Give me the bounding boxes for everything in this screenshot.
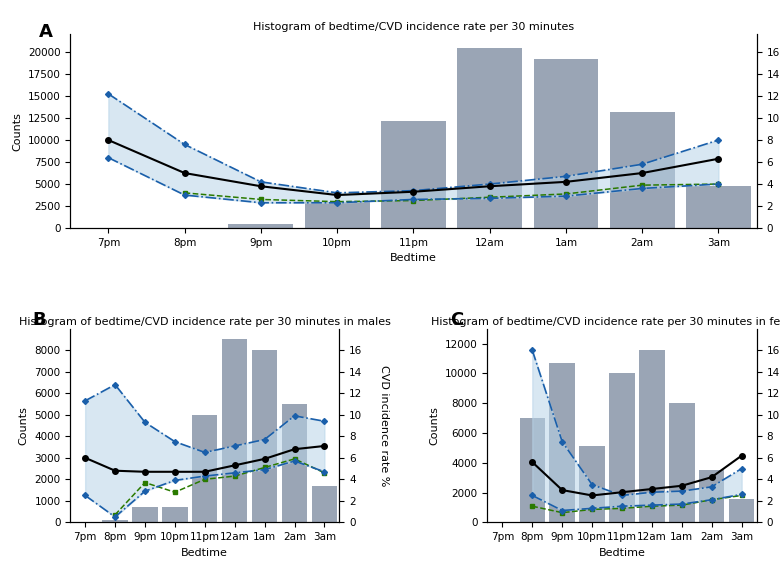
Y-axis label: Counts: Counts xyxy=(430,406,439,445)
Bar xyxy=(102,520,128,522)
Bar xyxy=(609,374,635,522)
Bar xyxy=(305,201,370,228)
Title: Histogram of bedtime/CVD incidence rate per 30 minutes in females: Histogram of bedtime/CVD incidence rate … xyxy=(431,317,780,327)
Bar xyxy=(312,486,337,522)
Text: A: A xyxy=(39,23,53,41)
Bar xyxy=(229,224,293,228)
Bar xyxy=(580,447,604,522)
Bar xyxy=(549,363,575,522)
X-axis label: Bedtime: Bedtime xyxy=(390,253,437,263)
Text: B: B xyxy=(33,311,46,329)
Bar xyxy=(534,59,598,228)
X-axis label: Bedtime: Bedtime xyxy=(182,548,229,557)
Bar xyxy=(686,186,751,228)
Bar xyxy=(729,498,754,522)
Bar xyxy=(699,470,725,522)
Y-axis label: Counts: Counts xyxy=(19,406,29,445)
Title: Histogram of bedtime/CVD incidence rate per 30 minutes in males: Histogram of bedtime/CVD incidence rate … xyxy=(19,317,391,327)
Y-axis label: Counts: Counts xyxy=(12,112,22,151)
Bar xyxy=(669,403,694,522)
Bar xyxy=(192,415,218,522)
Bar xyxy=(457,48,522,228)
Bar xyxy=(222,339,247,522)
Bar xyxy=(252,350,278,522)
Bar xyxy=(519,418,545,522)
Text: C: C xyxy=(450,311,463,329)
Bar xyxy=(381,121,446,228)
Title: Histogram of bedtime/CVD incidence rate per 30 minutes: Histogram of bedtime/CVD incidence rate … xyxy=(253,22,574,32)
Bar xyxy=(282,404,307,522)
Bar xyxy=(610,112,675,228)
Y-axis label: CVD incidence rate %: CVD incidence rate % xyxy=(379,365,389,486)
Bar xyxy=(162,507,188,522)
Bar xyxy=(133,507,158,522)
Bar xyxy=(639,350,665,522)
X-axis label: Bedtime: Bedtime xyxy=(598,548,645,557)
